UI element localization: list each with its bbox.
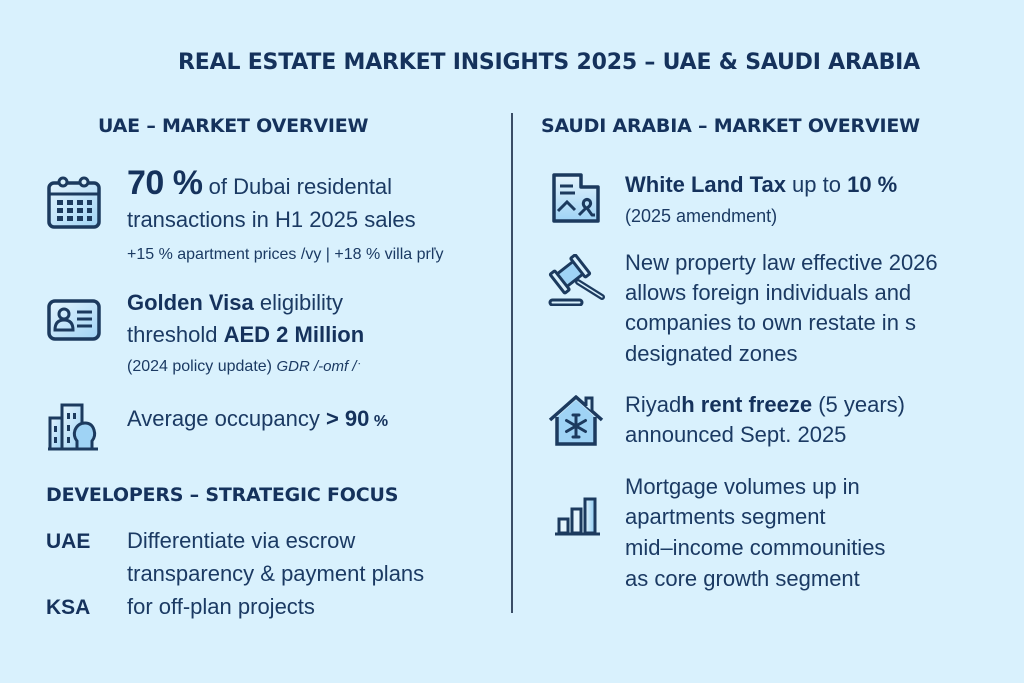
calendar-icon <box>46 174 102 230</box>
rent-freeze-line2: announced Sept. 2025 <box>625 422 847 447</box>
land-document-icon <box>551 172 601 224</box>
ksa-section-heading: SAUDI ARABIA – MARKET OVERVIEW <box>541 115 920 137</box>
uae-section-heading: UAE – MARKET OVERVIEW <box>98 115 369 137</box>
gavel-icon <box>548 254 606 306</box>
developers-ksa-line1: for off-plan projects <box>127 594 315 619</box>
developers-section-heading: DEVELOPERS – STRATEGIC FOCUS <box>46 484 399 506</box>
uae-transactions-line2: transactions in H1 2025 sales <box>127 207 416 232</box>
mortgage-line2: apartments segment <box>625 504 826 529</box>
mortgage-line4: as core growth segment <box>625 566 860 591</box>
mortgage-line3: mid–income commounities <box>625 535 886 560</box>
house-snowflake-icon <box>548 393 604 447</box>
mortgage-line1: Mortgage volumes up in <box>625 474 860 499</box>
property-law-line4: designated zones <box>625 341 798 366</box>
page-title: REAL ESTATE MARKET INSIGHTS 2025 – UAE &… <box>178 50 920 75</box>
developers-label-uae: UAE <box>46 530 91 553</box>
property-law-line1: New property law effective 2026 <box>625 250 938 275</box>
rent-freeze-line1: Riyadh rent freeze (5 years) <box>625 392 905 417</box>
stat-highlight-70-percent: 70 % <box>127 164 203 202</box>
average-occupancy-stat: Average occupancy > 90 % <box>127 406 389 431</box>
developers-uae-line1: Differentiate via escrow <box>127 528 356 553</box>
developers-label-ksa: KSA <box>46 596 91 619</box>
buildings-icon <box>46 400 102 452</box>
bar-chart-icon <box>553 495 603 537</box>
uae-transactions-stat: 70 % of Dubai residental <box>127 164 393 202</box>
uae-price-growth-note: +15 % apartment prices /vy | +18 % villa… <box>127 246 444 263</box>
property-law-line2: allows foreign individuals and <box>625 280 912 305</box>
property-law-line3: companies to own restate in s <box>625 310 917 335</box>
golden-visa-threshold: threshold AED 2 Million <box>127 322 365 347</box>
golden-visa-line1: Golden Visa eligibility <box>127 290 344 315</box>
column-divider <box>511 113 513 613</box>
white-land-tax-stat: White Land Tax up to 10 % <box>625 172 898 197</box>
developers-uae-line2: transparency & payment plans <box>127 561 425 586</box>
golden-visa-policy-note: (2024 policy update) GDR /-omf /ˑ <box>127 358 361 375</box>
white-land-tax-note: (2025 amendment) <box>625 206 778 226</box>
id-card-icon <box>46 298 102 344</box>
